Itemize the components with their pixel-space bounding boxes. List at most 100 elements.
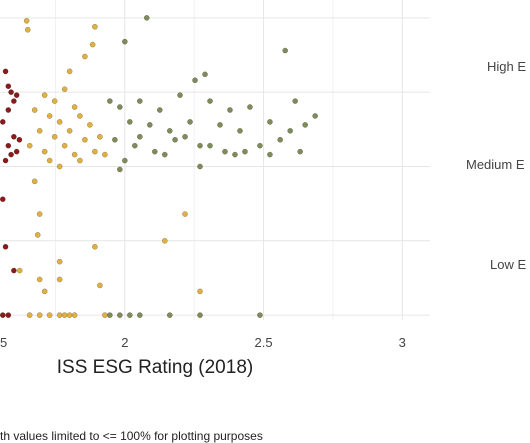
- point: [41, 92, 48, 98]
- point: [36, 312, 43, 318]
- point: [227, 107, 233, 113]
- point: [267, 151, 273, 158]
- point: [146, 122, 153, 128]
- point: [0, 196, 6, 203]
- point: [232, 151, 238, 158]
- point: [41, 148, 48, 155]
- point: [31, 178, 38, 185]
- point: [71, 104, 78, 110]
- point: [282, 47, 289, 54]
- point: [11, 133, 17, 140]
- point: [177, 92, 183, 98]
- point: [61, 142, 68, 149]
- point: [187, 119, 193, 125]
- point: [112, 136, 118, 143]
- point: [24, 26, 31, 33]
- point: [207, 98, 213, 104]
- point: [56, 163, 63, 170]
- point: [277, 136, 284, 143]
- annotation: High E: [487, 59, 526, 74]
- point: [151, 148, 158, 155]
- point: [242, 148, 248, 155]
- point: [136, 312, 143, 318]
- point: [36, 211, 43, 217]
- point: [36, 276, 43, 283]
- point: [92, 23, 98, 30]
- point: [82, 136, 88, 143]
- point: [161, 151, 168, 158]
- point: [77, 113, 83, 119]
- point: [0, 312, 6, 318]
- point: [126, 119, 133, 125]
- point: [287, 127, 294, 134]
- point: [56, 276, 63, 283]
- x-tick-label: 2: [121, 335, 128, 350]
- point: [46, 312, 53, 318]
- point: [5, 83, 12, 90]
- point: [41, 288, 48, 295]
- point: [207, 142, 213, 149]
- point: [267, 119, 273, 125]
- point: [5, 107, 12, 113]
- point: [197, 288, 203, 295]
- point: [131, 142, 138, 149]
- point: [292, 98, 299, 104]
- point: [8, 151, 14, 158]
- point: [5, 142, 12, 149]
- x-tick-label: 2.5: [255, 335, 273, 350]
- point: [97, 133, 103, 140]
- point: [297, 148, 304, 155]
- point: [192, 77, 198, 84]
- point: [36, 127, 43, 134]
- point: [16, 267, 23, 274]
- point: [116, 312, 123, 318]
- point: [217, 122, 223, 128]
- point: [77, 157, 83, 164]
- caption: th values limited to <= 100% for plottin…: [0, 429, 263, 443]
- point: [202, 71, 208, 78]
- point: [11, 267, 17, 274]
- point: [126, 312, 133, 318]
- point: [92, 148, 98, 155]
- point: [23, 17, 30, 24]
- point: [61, 312, 68, 318]
- point: [56, 119, 63, 125]
- point: [31, 107, 38, 113]
- annotation: Low E: [490, 257, 526, 272]
- point: [13, 92, 20, 98]
- point: [51, 98, 58, 104]
- point: [2, 157, 9, 164]
- point: [56, 258, 63, 265]
- point: [237, 127, 243, 134]
- x-axis-label: ISS ESG Rating (2018): [57, 357, 253, 378]
- point: [121, 157, 128, 164]
- point: [2, 68, 9, 75]
- point: [26, 142, 33, 149]
- point: [102, 312, 108, 318]
- point: [13, 148, 20, 155]
- point: [46, 113, 53, 119]
- point: [66, 127, 73, 134]
- point: [121, 38, 128, 45]
- point: [5, 312, 12, 318]
- point: [66, 68, 73, 75]
- point: [197, 142, 203, 149]
- point: [161, 237, 168, 244]
- point: [82, 53, 88, 60]
- point: [247, 104, 253, 110]
- point: [71, 151, 78, 158]
- point: [56, 312, 63, 318]
- point: [102, 151, 108, 158]
- point: [197, 312, 203, 318]
- point: [16, 136, 23, 143]
- point: [156, 107, 163, 113]
- point: [89, 41, 96, 48]
- point: [2, 243, 9, 250]
- point: [257, 142, 263, 149]
- point: [166, 127, 173, 134]
- point: [116, 166, 123, 173]
- grid: [0, 0, 430, 320]
- point: [143, 14, 150, 21]
- point: [46, 157, 53, 164]
